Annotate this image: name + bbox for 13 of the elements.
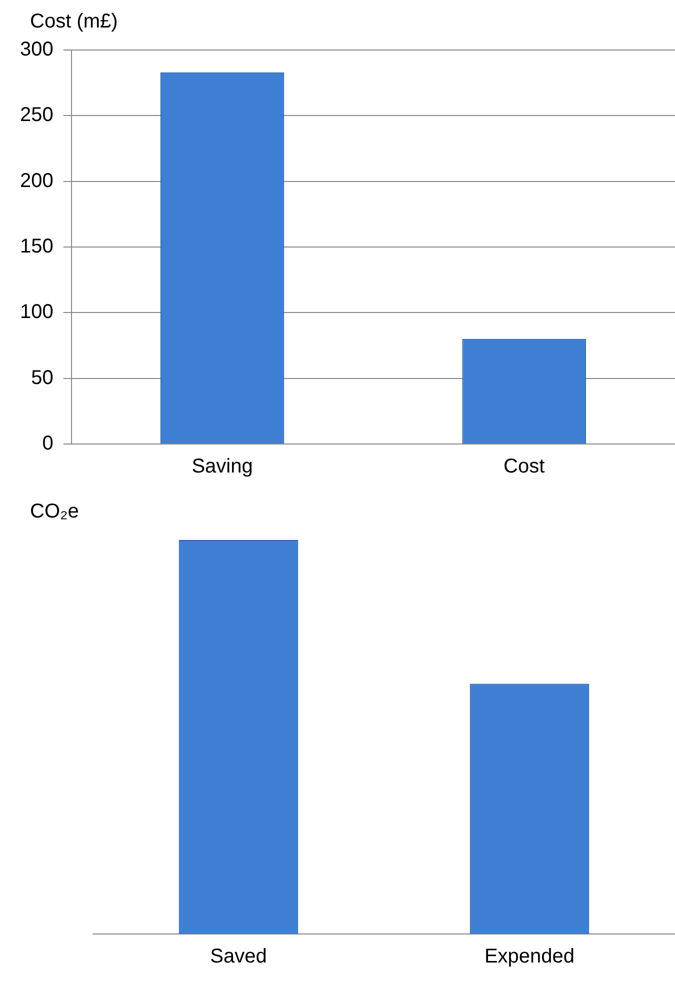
y-tick-label: 150 <box>20 236 54 258</box>
y-tick-label: 250 <box>20 104 54 126</box>
x-tick-label: Cost <box>504 456 546 478</box>
y-tick-label: 100 <box>20 301 54 324</box>
y-axis-title: Cost (m£) <box>30 10 118 33</box>
y-axis-title: CO₂e <box>30 500 79 523</box>
y-tick-label: 0 <box>42 432 54 455</box>
x-tick-label: Saved <box>210 946 267 968</box>
x-tick-label: Expended <box>484 946 575 968</box>
y-tick-label: 300 <box>20 38 54 61</box>
x-tick-label: Saving <box>192 456 253 478</box>
y-tick-label: 200 <box>20 170 54 192</box>
y-tick-label: 50 <box>31 366 54 389</box>
